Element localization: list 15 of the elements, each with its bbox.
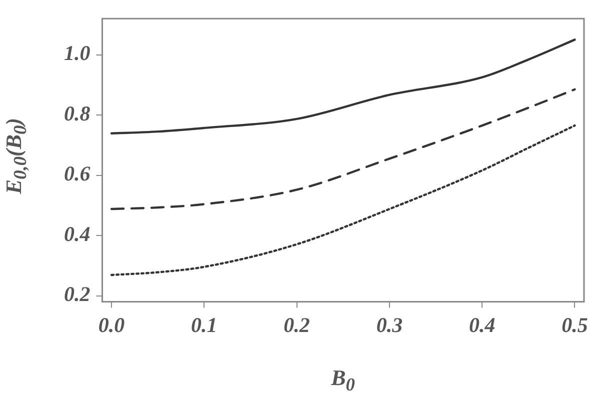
line-series: [110, 88, 576, 210]
line-series: [110, 38, 576, 134]
x-tick-label: 0.0: [98, 312, 126, 337]
x-tick-label: 0.1: [191, 312, 218, 337]
x-tick-label: 0.5: [562, 312, 588, 337]
y-tick-label: 1.0: [64, 41, 91, 66]
x-tick-label: 0.2: [284, 312, 310, 337]
y-tick-label: 0.2: [64, 282, 91, 306]
y-tick-label: 0.8: [64, 101, 91, 126]
y-tick-label: 0.4: [64, 222, 90, 246]
x-tick-label: 0.4: [468, 312, 496, 337]
x-axis-title: B$_{0}$: [330, 365, 356, 396]
x-tick-label: 0.3: [376, 312, 403, 337]
line-series: [110, 124, 576, 276]
y-tick-label: 0.6: [64, 162, 91, 186]
